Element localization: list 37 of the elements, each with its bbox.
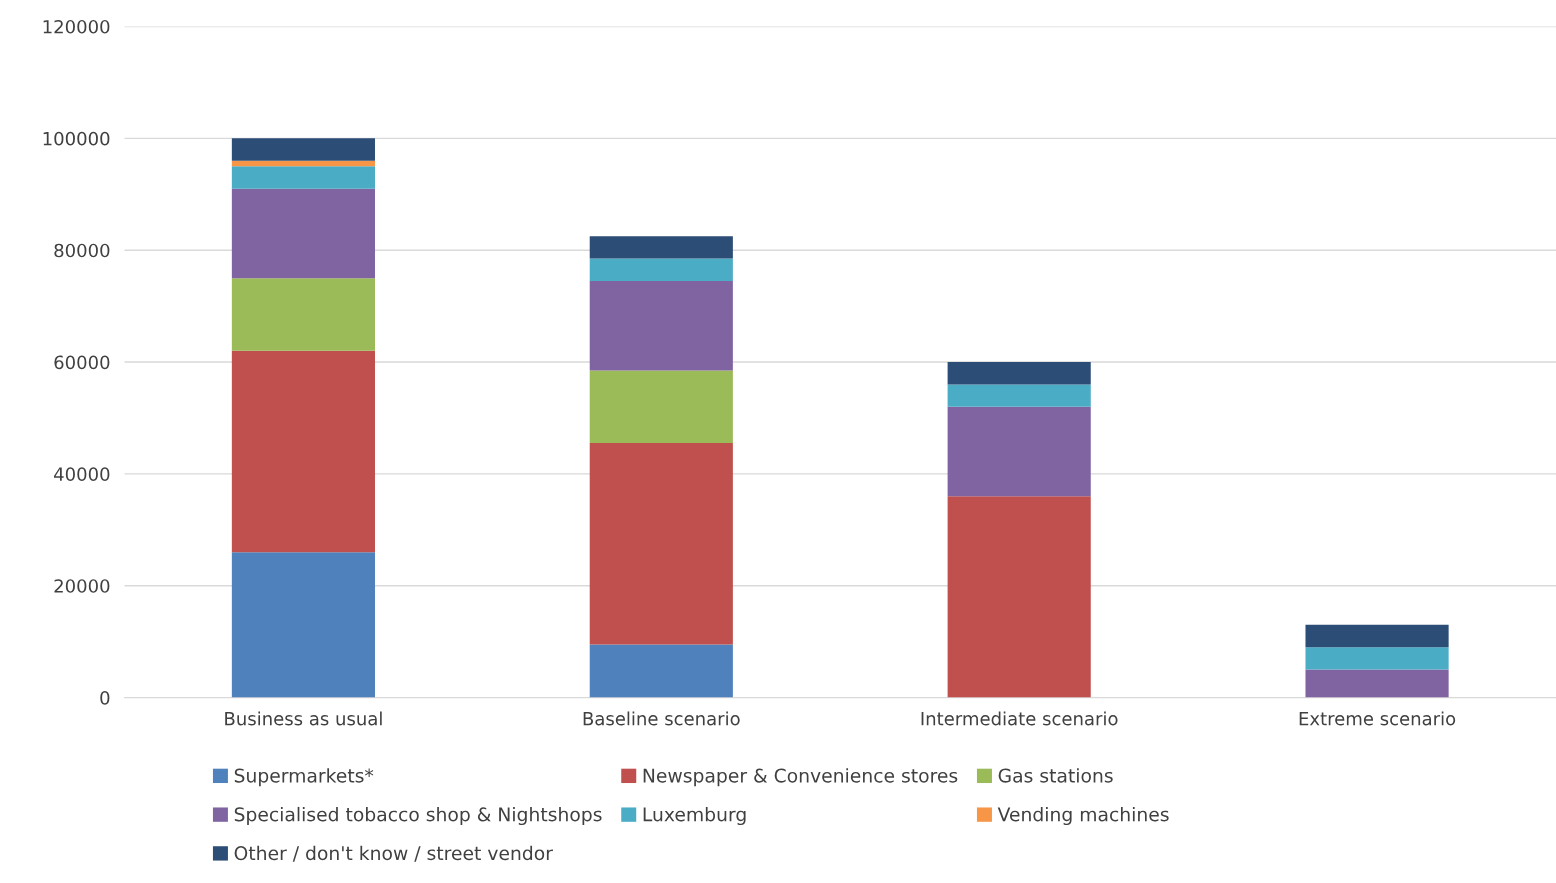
legend-label: Specialised tobacco shop & Nightshops — [234, 806, 602, 826]
bar — [947, 384, 1091, 407]
bar — [1305, 624, 1449, 648]
bar — [947, 362, 1091, 385]
bar — [231, 166, 375, 189]
y-tick-label: 100000 — [43, 131, 110, 146]
bar — [231, 350, 375, 553]
bar — [589, 236, 733, 259]
legend-label: Supermarkets* — [234, 768, 374, 787]
bar — [1305, 669, 1449, 698]
x-tick-label: Baseline scenario — [583, 711, 740, 726]
legend-label: Vending machines — [997, 806, 1169, 826]
bar — [947, 406, 1091, 497]
x-tick-label: Extreme scenario — [1299, 711, 1456, 726]
bar — [589, 258, 733, 281]
bar — [231, 138, 375, 161]
bar — [231, 188, 375, 279]
bar — [231, 552, 375, 698]
y-tick-label: 80000 — [54, 243, 110, 258]
x-tick-label: Business as usual — [225, 711, 382, 726]
legend-label: Luxemburg — [643, 806, 746, 826]
y-tick-label: 60000 — [54, 355, 110, 370]
bar — [589, 644, 733, 698]
legend-label: Gas stations — [998, 768, 1113, 783]
bar — [589, 443, 733, 645]
y-tick-label: 20000 — [54, 579, 110, 593]
y-tick-label: 0 — [100, 691, 110, 705]
y-tick-label: 40000 — [54, 467, 110, 481]
bar — [231, 278, 375, 351]
bar — [589, 370, 733, 444]
legend-label: Newspaper & Convenience stores — [643, 768, 958, 787]
legend-label: Other / don't know / street vendor — [234, 845, 553, 862]
bar — [947, 496, 1091, 698]
bar — [1305, 647, 1449, 670]
bar — [589, 280, 733, 371]
x-tick-label: Intermediate scenario — [921, 711, 1118, 726]
y-tick-label: 120000 — [43, 19, 110, 34]
